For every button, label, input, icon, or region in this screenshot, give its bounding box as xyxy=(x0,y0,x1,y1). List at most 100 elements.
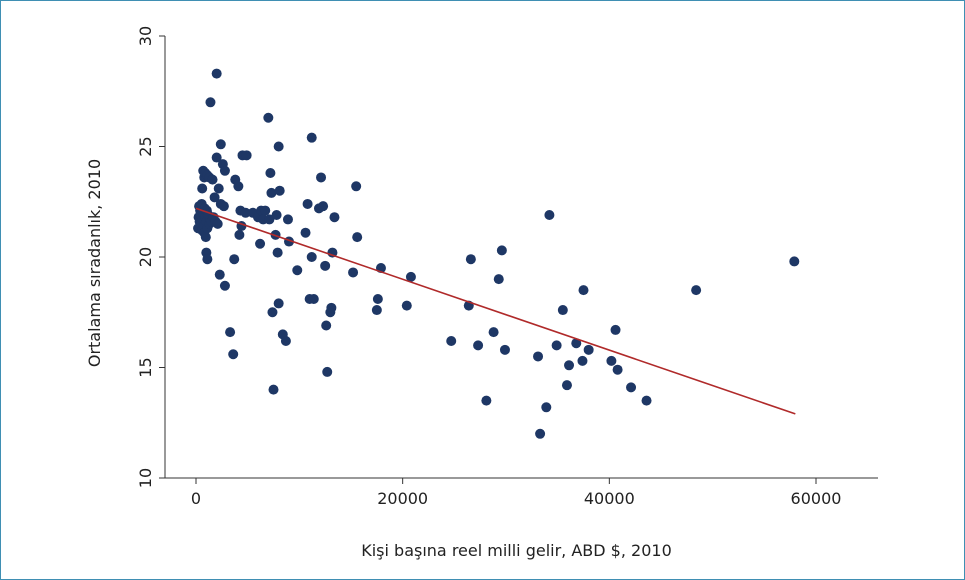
x-tick-label: 40000 xyxy=(584,489,635,508)
data-point xyxy=(496,245,507,256)
data-point xyxy=(473,340,484,351)
data-point xyxy=(292,265,303,276)
data-point xyxy=(229,254,240,265)
data-point xyxy=(280,335,291,346)
data-point xyxy=(401,300,412,311)
data-point xyxy=(544,210,555,221)
data-point xyxy=(266,187,277,198)
data-points xyxy=(193,68,800,439)
data-point xyxy=(197,183,208,194)
data-point xyxy=(265,168,276,179)
data-point xyxy=(610,324,621,335)
y-axis-ticks: 10 15 20 25 30 xyxy=(136,26,165,488)
data-point xyxy=(218,201,229,212)
data-point xyxy=(268,384,279,395)
data-point xyxy=(202,254,213,265)
data-point xyxy=(535,428,546,439)
data-point xyxy=(240,207,251,218)
data-point xyxy=(205,97,216,108)
data-point xyxy=(234,229,245,240)
data-point xyxy=(405,271,416,282)
data-point xyxy=(241,150,252,161)
data-point xyxy=(214,269,225,280)
x-tick-label: 0 xyxy=(191,489,201,508)
data-point xyxy=(260,205,271,216)
data-point xyxy=(789,256,800,267)
fit-line xyxy=(195,207,796,415)
data-point xyxy=(326,302,337,313)
data-point xyxy=(211,68,222,79)
data-point xyxy=(578,285,589,296)
data-point xyxy=(612,364,623,375)
data-point xyxy=(255,238,266,249)
data-point xyxy=(316,172,327,183)
x-tick-label: 60000 xyxy=(791,489,842,508)
data-point xyxy=(308,293,319,304)
data-point xyxy=(557,305,568,316)
x-axis-ticks: 0 20000 40000 60000 xyxy=(191,478,842,508)
data-point xyxy=(321,320,332,331)
data-point xyxy=(225,327,236,338)
data-point xyxy=(561,380,572,391)
data-point xyxy=(318,201,329,212)
data-point xyxy=(606,355,617,366)
data-point xyxy=(274,185,285,196)
data-point xyxy=(577,355,588,366)
data-point xyxy=(641,395,652,406)
data-point xyxy=(273,298,284,309)
data-point xyxy=(493,274,504,285)
data-point xyxy=(371,305,382,316)
data-point xyxy=(228,349,239,360)
data-point xyxy=(264,214,275,225)
data-point xyxy=(209,192,220,203)
data-point xyxy=(499,344,510,355)
data-point xyxy=(215,139,226,150)
data-point xyxy=(691,285,702,296)
data-point xyxy=(219,280,230,291)
data-point xyxy=(329,212,340,223)
data-point xyxy=(320,260,331,271)
data-point xyxy=(207,174,218,185)
data-point xyxy=(219,165,230,176)
data-point xyxy=(564,360,575,371)
y-tick-label: 15 xyxy=(136,357,155,377)
data-point xyxy=(541,402,552,413)
data-point xyxy=(302,198,313,209)
data-point xyxy=(306,252,317,262)
data-point xyxy=(200,232,211,243)
y-tick-label: 10 xyxy=(136,468,155,488)
y-tick-label: 20 xyxy=(136,247,155,267)
data-point xyxy=(352,232,363,243)
x-tick-label: 20000 xyxy=(377,489,428,508)
data-point xyxy=(322,366,333,377)
data-point xyxy=(583,344,594,355)
y-tick-label: 25 xyxy=(136,136,155,156)
data-point xyxy=(306,132,317,143)
data-point xyxy=(212,218,223,229)
data-point xyxy=(267,307,278,318)
data-point xyxy=(551,340,562,351)
data-point xyxy=(571,338,582,349)
data-point xyxy=(351,181,362,192)
data-point xyxy=(465,254,476,265)
data-point xyxy=(282,214,293,225)
data-point xyxy=(533,351,544,362)
data-point xyxy=(272,247,283,258)
data-point xyxy=(446,335,457,346)
x-axis-title: Kişi başına reel milli gelir, ABD $, 201… xyxy=(361,541,672,560)
data-point xyxy=(348,267,359,278)
data-point xyxy=(372,293,383,304)
data-point xyxy=(271,210,282,221)
data-point xyxy=(211,152,222,163)
y-tick-label: 30 xyxy=(136,26,155,46)
data-point xyxy=(273,141,284,152)
data-point xyxy=(213,183,224,194)
y-axis-title: Ortalama sıradanlık, 2010 xyxy=(85,159,104,367)
data-point xyxy=(300,227,311,238)
data-point xyxy=(481,395,492,406)
data-point xyxy=(626,382,637,393)
data-point xyxy=(233,181,244,192)
data-point xyxy=(263,112,274,123)
